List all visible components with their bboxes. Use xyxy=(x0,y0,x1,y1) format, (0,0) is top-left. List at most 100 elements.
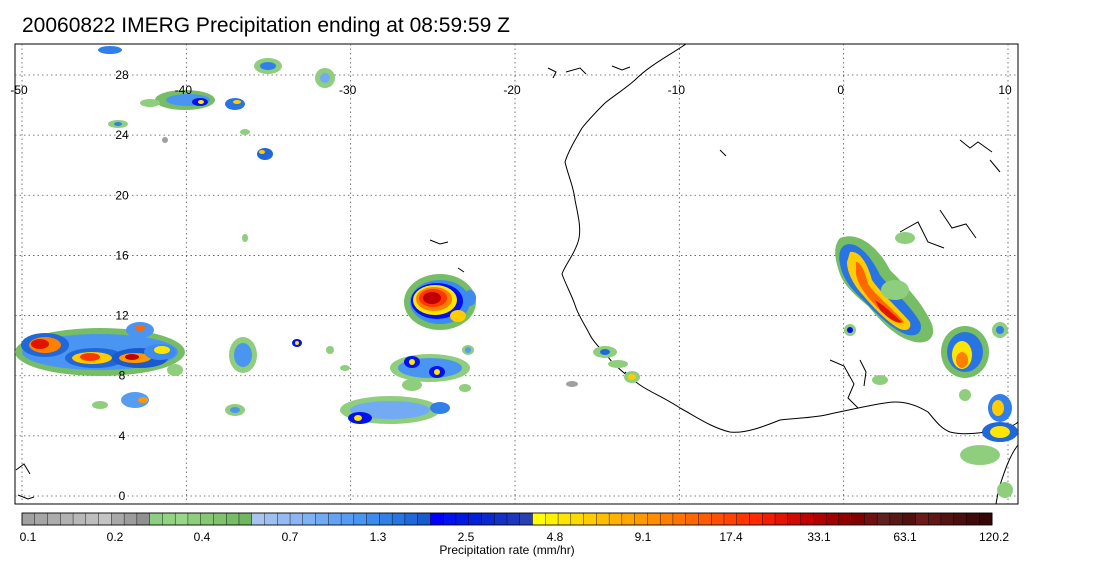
colorbar-swatch xyxy=(98,512,112,526)
colorbar-swatch xyxy=(851,512,865,526)
colorbar-swatch xyxy=(174,512,189,526)
colorbar-swatch xyxy=(111,512,125,526)
colorbar-tick-label: 63.1 xyxy=(893,530,917,544)
colorbar-swatch xyxy=(404,512,419,526)
precip-cluster-east xyxy=(835,232,934,385)
colorbar-swatch xyxy=(800,512,814,526)
colorbar-swatch xyxy=(953,512,967,526)
colorbar-swatch xyxy=(481,512,495,526)
colorbar-swatch xyxy=(864,512,878,526)
colorbar-swatch xyxy=(927,512,942,526)
colorbar-swatch xyxy=(340,512,355,526)
lat-tick-label: 4 xyxy=(119,429,126,443)
lat-tick-label: 16 xyxy=(115,248,129,262)
colorbar-swatch xyxy=(519,512,534,526)
lon-tick-label: -40 xyxy=(175,83,193,97)
precip-cluster-central xyxy=(404,274,476,330)
colorbar-swatch xyxy=(685,512,699,526)
colorbar-swatch xyxy=(774,512,789,526)
colorbar-frame xyxy=(21,512,993,526)
colorbar-swatch xyxy=(187,512,202,526)
colorbar-swatch xyxy=(366,512,380,526)
colorbar-swatch xyxy=(889,512,904,526)
colorbar-swatch xyxy=(289,512,304,526)
colorbar-swatch xyxy=(60,512,74,526)
colorbar-swatch xyxy=(813,512,827,526)
colorbar-swatch xyxy=(47,512,61,526)
colorbar-swatch xyxy=(762,512,776,526)
colorbar-swatch xyxy=(940,512,955,526)
colorbar-tick-label: 17.4 xyxy=(719,530,743,544)
colorbar-tick-label: 0.1 xyxy=(20,530,37,544)
colorbar-swatch xyxy=(621,512,636,526)
colorbar-tick-label: 2.5 xyxy=(458,530,475,544)
colorbar-swatch xyxy=(379,512,393,526)
precipitation-field xyxy=(15,46,1018,498)
lat-tick-label: 0 xyxy=(119,489,126,503)
lon-tick-label: -50 xyxy=(10,83,28,97)
colorbar-swatch xyxy=(545,512,559,526)
precip-cluster-central-south xyxy=(340,345,474,424)
lon-tick-label: 0 xyxy=(837,83,844,97)
colorbar-swatch xyxy=(570,512,585,526)
precip-cluster-northwest xyxy=(98,46,335,160)
colorbar-swatch xyxy=(749,512,763,526)
colorbar-tick-label: 120.2 xyxy=(979,530,1009,544)
colorbar-swatch xyxy=(34,512,49,526)
colorbar-swatch xyxy=(723,512,738,526)
colorbar-tick-label: 0.2 xyxy=(107,530,124,544)
lon-tick-label: 10 xyxy=(998,83,1012,97)
precip-cluster-far-east xyxy=(941,322,1018,498)
colorbar-swatch xyxy=(787,512,802,526)
colorbar-swatch xyxy=(251,512,266,526)
colorbar-swatch xyxy=(966,512,980,526)
colorbar-swatch xyxy=(149,512,163,526)
colorbar-swatch xyxy=(328,512,342,526)
colorbar-swatch xyxy=(72,512,87,526)
colorbar-swatch xyxy=(672,512,687,526)
colorbar-swatch xyxy=(238,512,253,526)
colorbar-swatch xyxy=(85,512,100,526)
precip-cluster-coast xyxy=(566,346,640,387)
colorbar-swatch xyxy=(608,512,623,526)
colorbar-swatch xyxy=(264,512,278,526)
colorbar-swatch xyxy=(315,512,329,526)
lat-tick-label: 8 xyxy=(119,369,126,383)
latitude-labels: 0 4 8 12 16 20 24 28 xyxy=(115,68,129,503)
colorbar-swatch xyxy=(583,512,597,526)
colorbar-swatch xyxy=(226,512,240,526)
colorbar-swatch xyxy=(647,512,661,526)
colorbar-tick-label: 0.4 xyxy=(194,530,211,544)
colorbar-swatch xyxy=(391,512,406,526)
colorbar-swatch xyxy=(353,512,368,526)
colorbar-swatch xyxy=(506,512,521,526)
lon-tick-label: -20 xyxy=(503,83,521,97)
colorbar-swatch xyxy=(979,512,993,526)
longitude-labels: -50 -40 -30 -20 -10 0 10 xyxy=(10,83,1012,97)
colorbar-swatch xyxy=(825,512,840,526)
colorbar-swatch xyxy=(876,512,891,526)
colorbar-swatch xyxy=(659,512,674,526)
colorbar-swatch xyxy=(902,512,916,526)
colorbar-label: Precipitation rate (mm/hr) xyxy=(439,543,574,557)
colorbar-swatch xyxy=(430,512,444,526)
colorbar-swatch xyxy=(136,512,151,526)
lon-tick-label: -10 xyxy=(668,83,686,97)
colorbar-swatch xyxy=(213,512,227,526)
colorbar-tick-label: 33.1 xyxy=(807,530,831,544)
colorbar-swatch xyxy=(162,512,176,526)
lat-tick-label: 24 xyxy=(115,128,129,142)
lat-tick-label: 28 xyxy=(115,68,129,82)
colorbar-swatch xyxy=(634,512,648,526)
precip-cluster-midatlantic xyxy=(225,234,350,416)
colorbar-swatch xyxy=(200,512,214,526)
colorbar-swatch xyxy=(494,512,508,526)
colorbar-swatch xyxy=(698,512,712,526)
colorbar-swatch xyxy=(21,512,36,526)
lon-tick-label: -30 xyxy=(339,83,357,97)
colorbar-swatch xyxy=(736,512,750,526)
colorbar-swatch xyxy=(468,512,482,526)
colorbar-tick-label: 0.7 xyxy=(282,530,299,544)
